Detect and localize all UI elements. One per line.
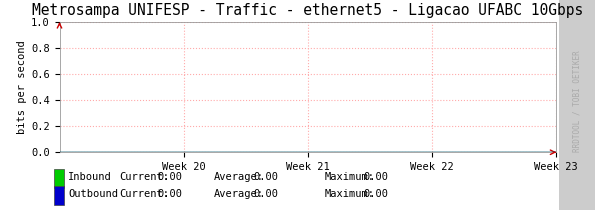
Text: 0.00: 0.00 [363,189,388,199]
Text: Average:: Average: [214,189,264,199]
Text: RRDTOOL / TOBI OETIKER: RRDTOOL / TOBI OETIKER [572,50,582,152]
Text: Current:: Current: [119,189,169,199]
Text: Inbound: Inbound [68,172,112,182]
Text: 0.00: 0.00 [158,172,183,182]
Text: Maximum:: Maximum: [324,189,374,199]
Text: Current:: Current: [119,172,169,182]
Y-axis label: bits per second: bits per second [17,40,27,134]
Text: Maximum:: Maximum: [324,172,374,182]
Title: Metrosampa UNIFESP - Traffic - ethernet5 - Ligacao UFABC 10Gbps: Metrosampa UNIFESP - Traffic - ethernet5… [32,3,584,18]
Text: 0.00: 0.00 [158,189,183,199]
Text: 0.00: 0.00 [253,189,278,199]
Text: Outbound: Outbound [68,189,118,199]
Text: 0.00: 0.00 [253,172,278,182]
Text: Average:: Average: [214,172,264,182]
Text: 0.00: 0.00 [363,172,388,182]
